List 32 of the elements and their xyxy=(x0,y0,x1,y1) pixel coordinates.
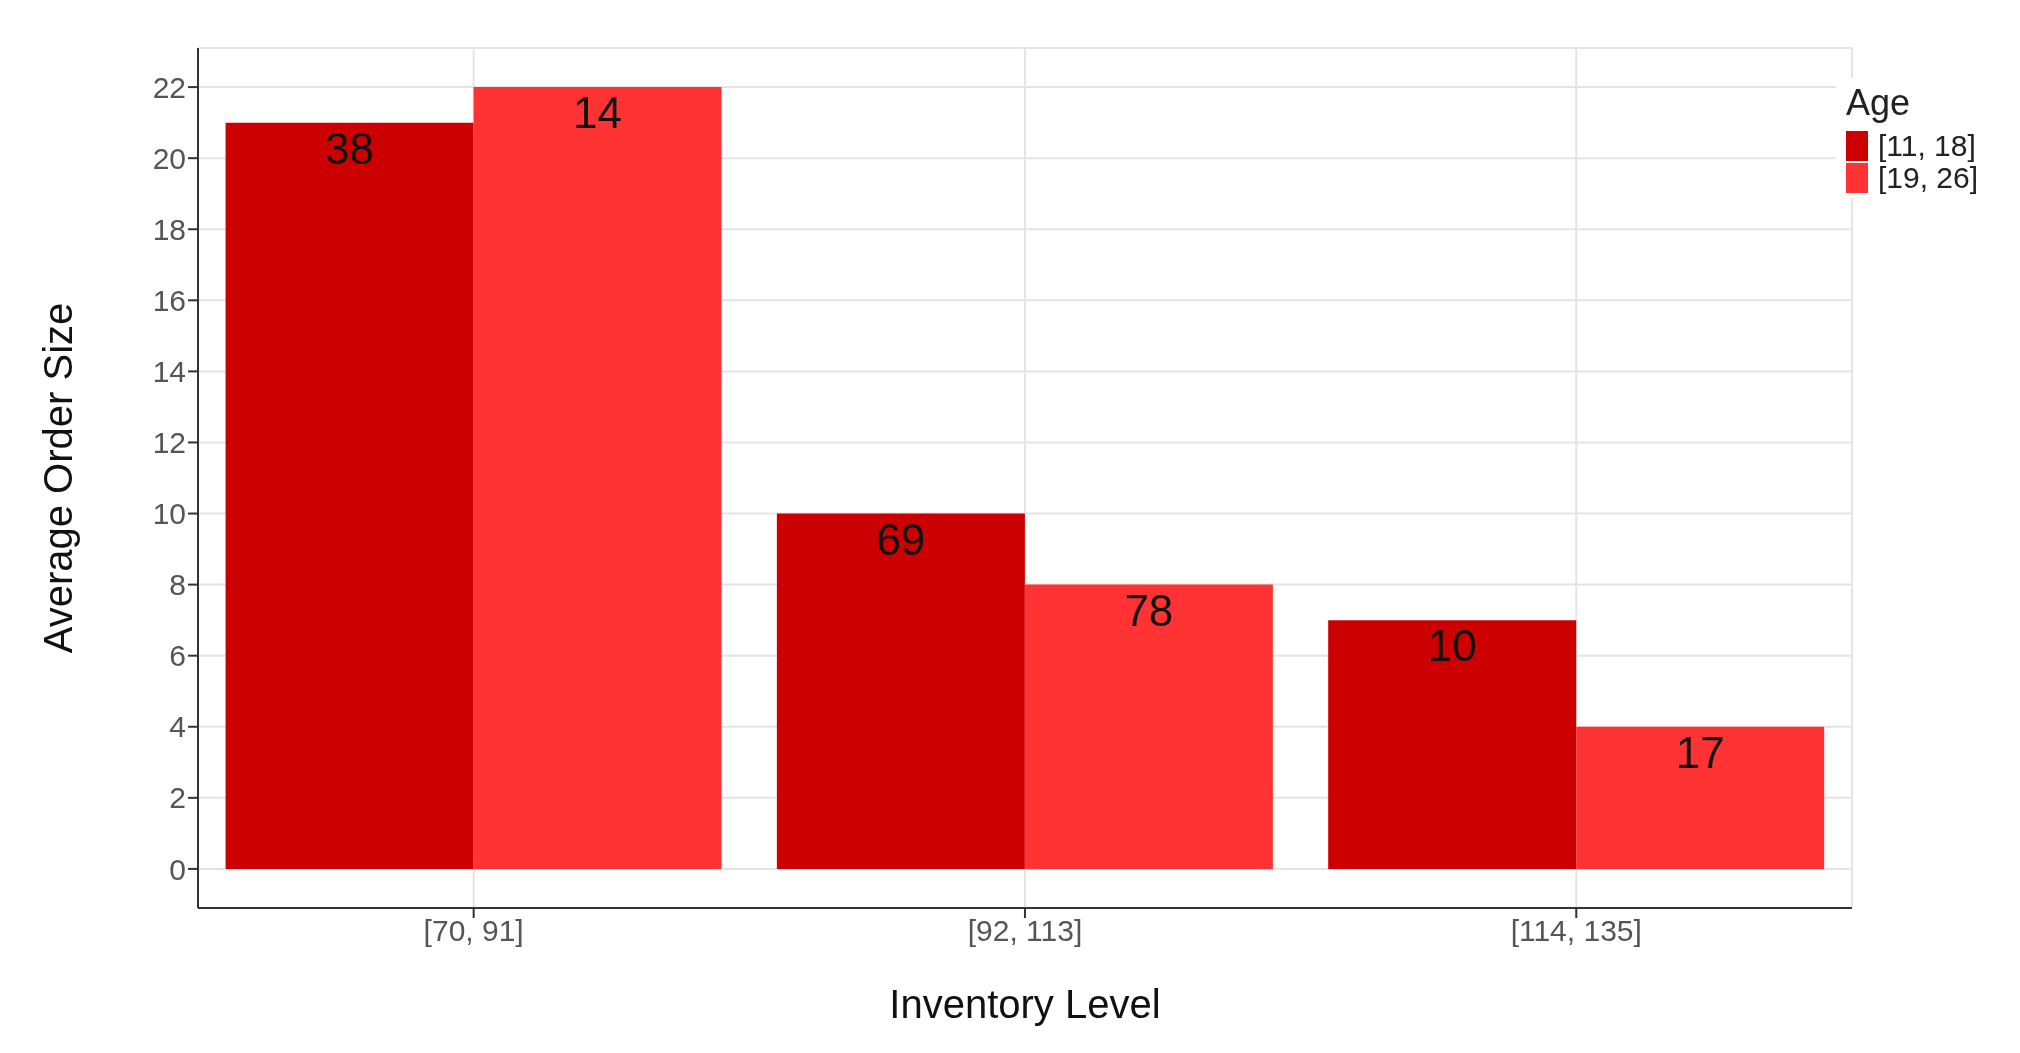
y-axis-title: Average Order Size xyxy=(36,302,81,654)
bar xyxy=(1024,584,1273,869)
x-tick-label: [70, 91] xyxy=(423,914,524,948)
bar xyxy=(473,87,722,869)
y-tick-label: 18 xyxy=(152,212,186,246)
bar xyxy=(225,122,474,869)
y-tick-label: 4 xyxy=(169,710,186,744)
y-tick-label: 2 xyxy=(169,781,186,815)
y-tick-label: 22 xyxy=(152,70,186,104)
annotation: 17 xyxy=(1675,728,1725,777)
legend-label: [11, 18] xyxy=(1876,129,1977,162)
annotation: 38 xyxy=(325,123,375,173)
y-tick-label: 10 xyxy=(152,497,186,531)
y-tick-label: 14 xyxy=(152,355,186,389)
annotation: 78 xyxy=(1124,585,1174,635)
annotation: 10 xyxy=(1427,621,1477,671)
legend-label: [19, 26] xyxy=(1876,161,1978,194)
y-tick-label: 20 xyxy=(152,141,186,175)
x-axis-title: Inventory Level xyxy=(889,982,1161,1026)
bar xyxy=(776,513,1025,869)
annotation: 69 xyxy=(876,514,926,564)
y-tick-label: 12 xyxy=(152,426,186,460)
annotation: 14 xyxy=(573,88,623,138)
bar xyxy=(1328,620,1577,869)
x-tick-label: [92, 113] xyxy=(967,914,1083,948)
y-tick-label: 8 xyxy=(169,568,186,602)
y-tick-label: 6 xyxy=(169,639,186,673)
bar xyxy=(1576,726,1825,869)
y-tick-label: 0 xyxy=(169,852,186,886)
y-tick-label: 16 xyxy=(152,283,186,317)
legend-title: Age xyxy=(1845,82,1911,124)
x-tick-label: [114, 135] xyxy=(1510,914,1642,948)
